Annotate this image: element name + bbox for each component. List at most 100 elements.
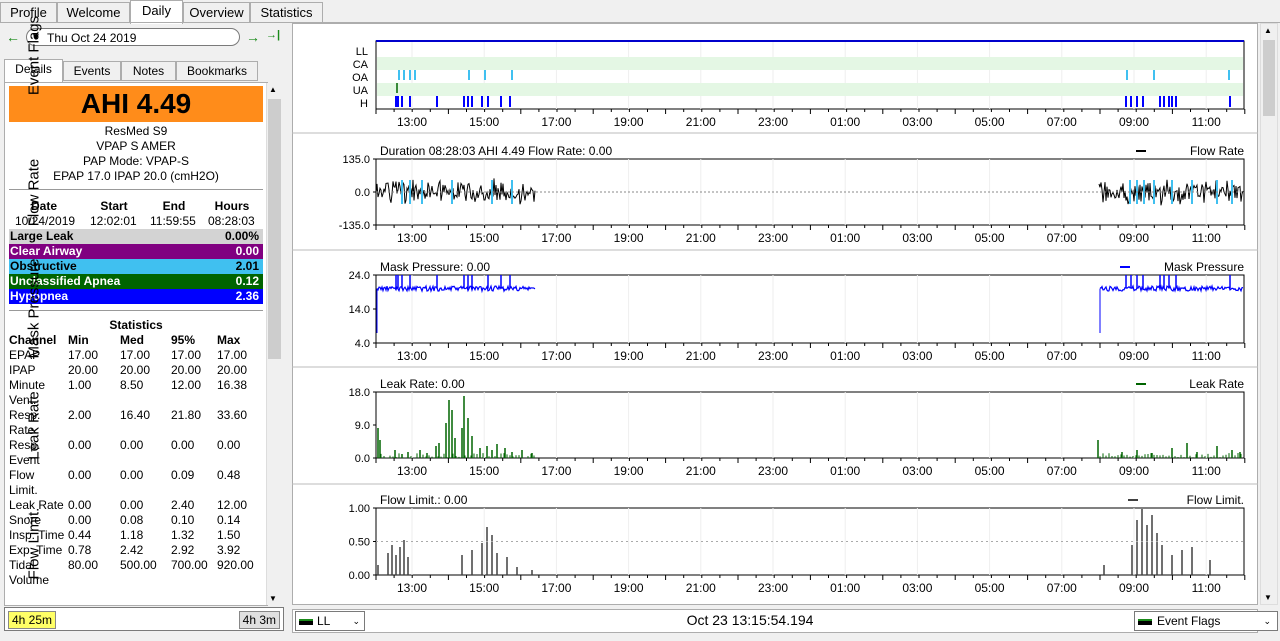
graph-scrollbar[interactable]: ▲ ▼ <box>1260 23 1278 605</box>
x-tick-label: 19:00 <box>614 581 644 595</box>
x-tick-label: 03:00 <box>902 581 932 595</box>
flag-band <box>377 83 1243 96</box>
x-tick-label: 09:00 <box>1119 231 1149 245</box>
flag-row-label: CA <box>353 59 369 71</box>
ylabel-leak-rate: Leak Rate <box>25 391 43 460</box>
x-tick-label: 01:00 <box>830 231 860 245</box>
scroll-up-icon[interactable]: ▲ <box>1264 26 1272 35</box>
details-scrollbar[interactable]: ▲ ▼ <box>266 83 283 605</box>
scroll-thumb[interactable] <box>268 99 281 359</box>
stats-value: 1.32 <box>171 528 195 542</box>
scroll-down-icon[interactable]: ▼ <box>269 594 277 603</box>
tab-overview[interactable]: Overview <box>183 2 250 22</box>
stats-header-min: Min <box>68 333 89 347</box>
stats-channel-cont: Vent. <box>9 393 37 407</box>
scroll-thumb[interactable] <box>1263 40 1275 116</box>
date-picker[interactable]: ▼ Thu Oct 24 2019 <box>26 28 240 46</box>
x-tick-label: 01:00 <box>830 581 860 595</box>
stats-channel-cont: Rate <box>9 423 35 437</box>
x-tick-label: 09:00 <box>1119 464 1149 478</box>
y-tick-label: -135.0 <box>339 220 370 232</box>
tab-notes[interactable]: Notes <box>121 61 176 81</box>
stats-value: 0.00 <box>217 438 241 452</box>
x-tick-label: 17:00 <box>541 581 571 595</box>
flag-row-label: H <box>360 98 368 110</box>
x-tick-label: 09:00 <box>1119 581 1149 595</box>
stats-value: 20.00 <box>217 363 248 377</box>
x-tick-label: 13:00 <box>397 115 427 129</box>
session-header-end: End <box>162 199 186 213</box>
stats-value: 0.00 <box>120 438 144 452</box>
legend-swatch-icon <box>1138 619 1152 625</box>
tab-profile[interactable]: Profile <box>0 2 57 22</box>
x-tick-label: 23:00 <box>758 581 788 595</box>
stats-channel: Flow <box>9 468 35 482</box>
time-left-badge: 4h 25m <box>8 611 57 629</box>
x-tick-label: 07:00 <box>1047 464 1077 478</box>
x-tick-label: 15:00 <box>469 464 499 478</box>
stats-value: 0.08 <box>120 513 144 527</box>
stats-value: 0.00 <box>68 498 92 512</box>
x-tick-label: 23:00 <box>758 115 788 129</box>
event-row: Obstructive 2.01 <box>9 259 263 274</box>
event-value: 0.00 <box>235 244 259 258</box>
stats-value: 3.92 <box>217 543 241 557</box>
stats-value: 12.00 <box>217 498 248 512</box>
stats-header-max: Max <box>217 333 241 347</box>
tab-bookmarks[interactable]: Bookmarks <box>176 61 258 81</box>
tab-statistics[interactable]: Statistics <box>250 2 323 22</box>
graph-select[interactable]: Event Flags ⌄ <box>1134 611 1278 631</box>
tab-welcome[interactable]: Welcome <box>57 2 130 22</box>
stats-value: 80.00 <box>68 558 99 572</box>
plot-frame <box>375 40 1245 110</box>
event-type-select[interactable]: LL ⌄ <box>295 611 365 631</box>
event-label: Hypopnea <box>10 289 69 303</box>
pressure-settings: EPAP 17.0 IPAP 20.0 (cmH2O) <box>53 169 219 183</box>
stats-value: 1.00 <box>68 378 92 392</box>
stats-value: 0.00 <box>68 513 92 527</box>
plot-frame <box>375 391 1245 459</box>
flag-row-label: UA <box>353 85 369 97</box>
scroll-up-icon[interactable]: ▲ <box>269 85 277 94</box>
stats-value: 17.00 <box>120 348 151 362</box>
stats-channel: Resp. <box>9 438 41 452</box>
next-day-arrow-icon[interactable]: → <box>246 29 260 45</box>
y-tick-label: 0.50 <box>349 537 370 549</box>
session-start: 12:02:01 <box>90 214 137 228</box>
event-label: Unclassified Apnea <box>10 274 121 288</box>
chart-legend: Leak Rate <box>1189 377 1244 391</box>
machine-model: ResMed S9 <box>104 124 168 138</box>
x-tick-label: 11:00 <box>1192 349 1221 363</box>
stats-value: 500.00 <box>120 558 157 572</box>
x-tick-label: 07:00 <box>1047 581 1077 595</box>
last-day-arrow-icon[interactable]: →| <box>266 29 281 41</box>
x-tick-label: 21:00 <box>686 115 716 129</box>
y-tick-label: 18.0 <box>349 387 370 399</box>
tab-details[interactable]: Details <box>4 59 63 82</box>
stats-channel: Insp. Time <box>9 528 65 542</box>
stats-value: 33.60 <box>217 408 248 422</box>
prev-day-arrow-icon[interactable]: ← <box>6 29 20 45</box>
tab-daily[interactable]: Daily <box>130 0 183 24</box>
flag-band <box>377 57 1243 70</box>
x-tick-label: 19:00 <box>614 464 644 478</box>
scroll-down-icon[interactable]: ▼ <box>1264 593 1272 602</box>
stats-value: 2.00 <box>68 408 92 422</box>
event-label: Large Leak <box>10 229 74 243</box>
machine-name: VPAP S AMER <box>96 139 176 153</box>
x-tick-label: 21:00 <box>686 581 716 595</box>
y-tick-label: 1.00 <box>349 503 370 515</box>
x-tick-label: 11:00 <box>1192 581 1221 595</box>
x-tick-label: 15:00 <box>469 581 499 595</box>
tab-events[interactable]: Events <box>63 61 121 81</box>
cursor-time: Oct 23 13:15:54.194 <box>686 612 814 628</box>
x-tick-label: 23:00 <box>758 464 788 478</box>
x-tick-label: 15:00 <box>469 349 499 363</box>
stats-channel: EPAP <box>9 348 41 362</box>
event-value: 0.00% <box>224 229 259 243</box>
stats-value: 700.00 <box>171 558 208 572</box>
graphs-svg[interactable]: 13:00 15:00 17:00 19:00 21:00 23:00 01:00 03:00… <box>292 23 1258 605</box>
chart-title: Duration 08:28:03 AHI 4.49 Flow Rate: 0.… <box>380 144 612 158</box>
stats-value: 16.40 <box>120 408 151 422</box>
time-right-badge: 4h 3m <box>238 611 280 629</box>
